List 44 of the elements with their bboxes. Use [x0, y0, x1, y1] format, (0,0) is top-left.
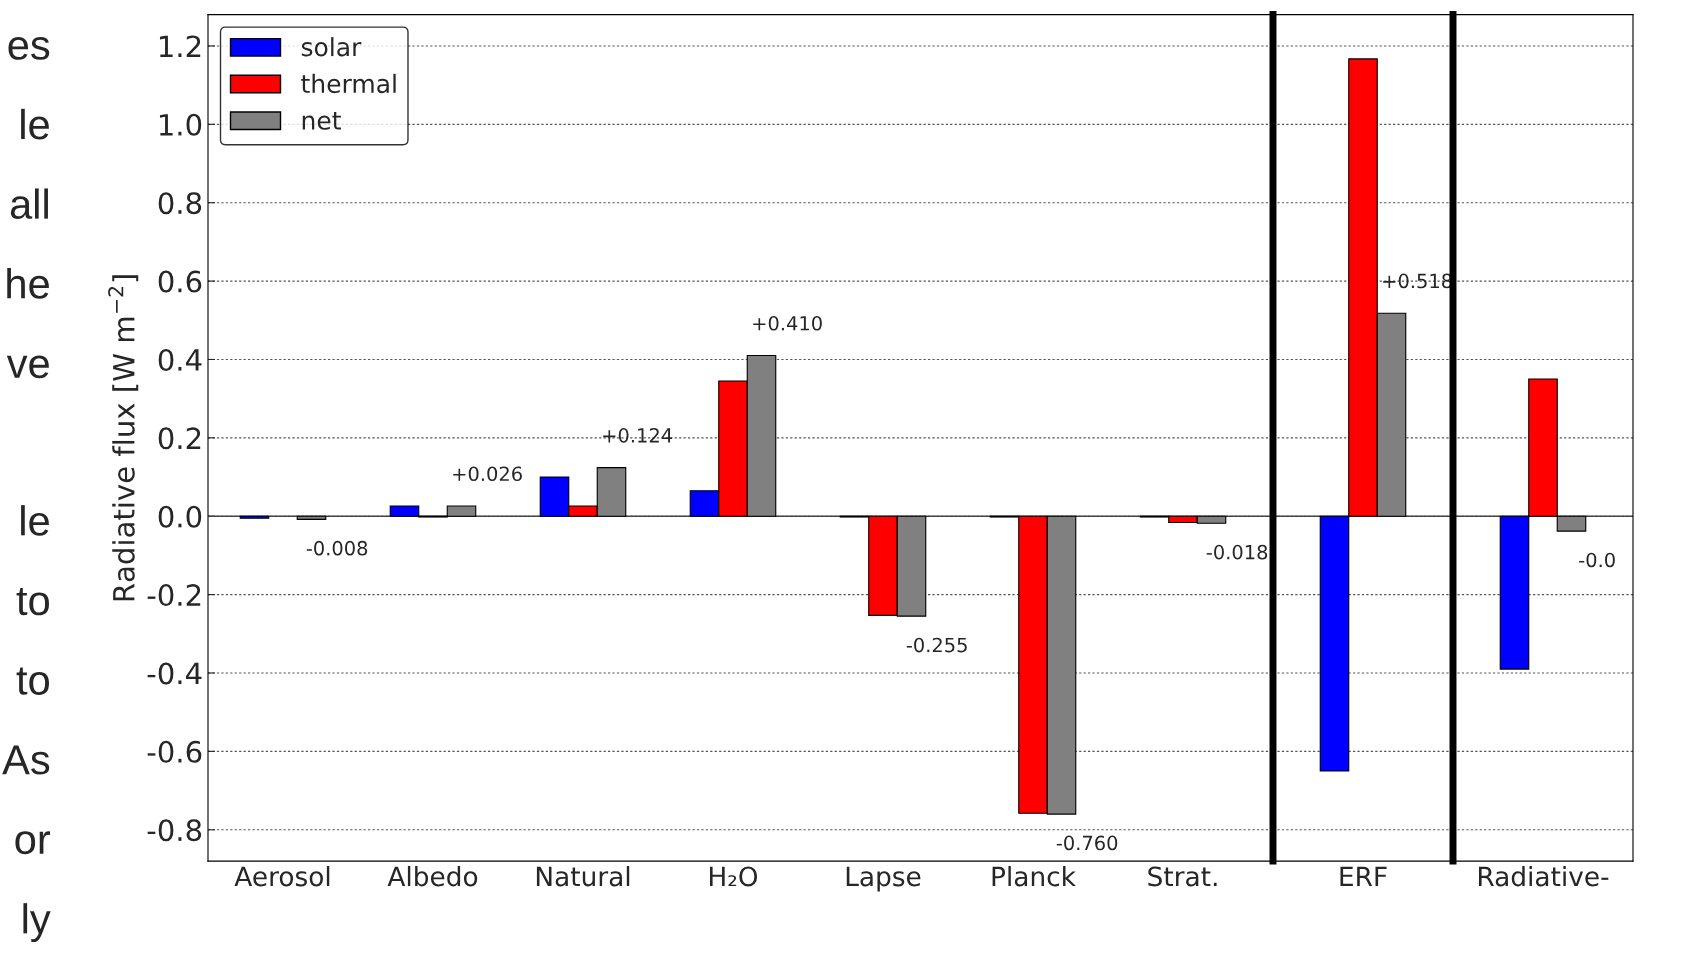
x-tick-label: Strat.	[1148, 866, 1217, 887]
text: le	[21, 108, 49, 140]
x-tick-label: Planck	[992, 865, 1076, 887]
legend-label: thermal	[301, 73, 396, 94]
data-label: +0.410	[753, 315, 822, 331]
text: to	[16, 667, 49, 695]
data-label: +0.124	[603, 428, 673, 443]
y-tick-label: 0.2	[158, 427, 201, 450]
data-label: -0.018	[1206, 544, 1268, 560]
text: he	[7, 268, 49, 299]
text: ly	[23, 903, 51, 942]
y-tick-label: 0.4	[158, 348, 202, 371]
data-label: -0.008	[306, 540, 368, 556]
x-tick-label: H₂O	[709, 866, 758, 887]
data-label: -0.255	[906, 637, 967, 653]
y-tick-label: 1.0	[159, 113, 202, 136]
y-tick-label: 1.2	[159, 35, 201, 58]
text: le	[21, 505, 49, 536]
text: all	[10, 188, 48, 220]
x-tick-label: Radiative-	[1478, 865, 1609, 887]
y-tick-label: 0.8	[158, 192, 202, 215]
text: As	[2, 745, 50, 775]
y-tick-label: -0.4	[147, 662, 202, 685]
x-tick-label: Lapse	[846, 866, 921, 892]
x-tick-label: Natural	[536, 865, 630, 887]
y-tick-label: 0.0	[158, 505, 202, 528]
y-tick-label: -0.6	[147, 740, 202, 763]
x-tick-label: Aerosol	[234, 865, 330, 887]
x-tick-label: Albedo	[387, 865, 478, 887]
legend-label: net	[302, 111, 341, 130]
bar	[296, 515, 327, 520]
data-label: -0.0	[1579, 552, 1615, 568]
y-tick-label: -0.8	[147, 819, 202, 842]
legend-label: solar	[301, 37, 362, 57]
y-tick-label: 0.6	[158, 270, 202, 293]
text: ve	[6, 355, 49, 379]
text: es	[8, 37, 50, 60]
y-axis-title: Radiative flux [W m$^{−2}$]	[108, 275, 139, 601]
y-tick-label: -0.2	[147, 584, 201, 607]
data-label: +0.026	[453, 466, 522, 482]
x-tick-label: ERF	[1340, 866, 1387, 887]
text: or	[15, 831, 51, 855]
data-label: -0.760	[1056, 835, 1118, 851]
text: to	[16, 587, 49, 616]
